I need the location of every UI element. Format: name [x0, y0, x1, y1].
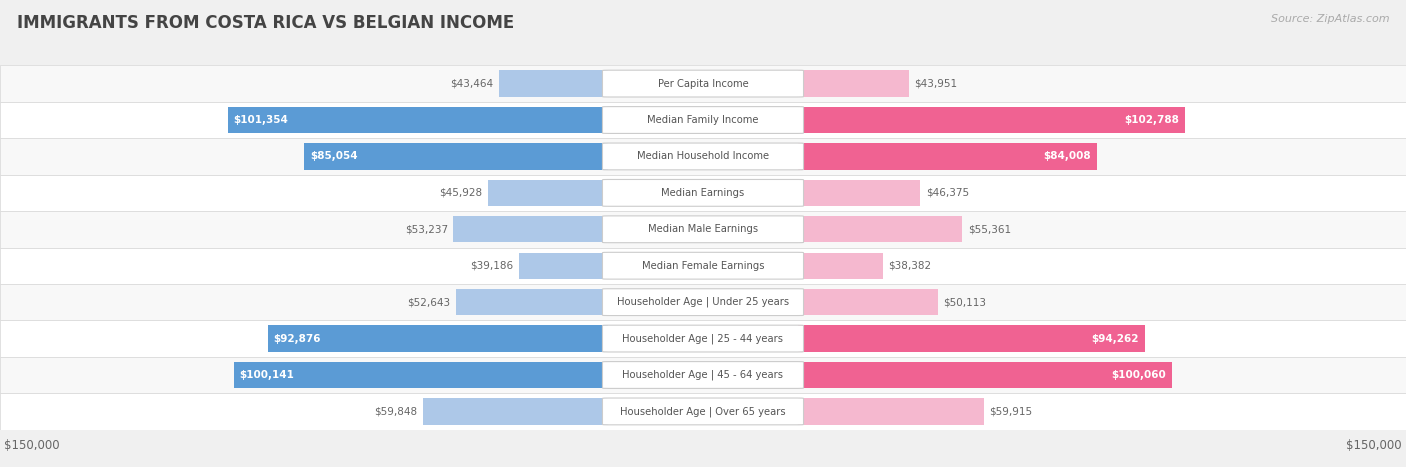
- FancyBboxPatch shape: [603, 252, 804, 279]
- Bar: [267, 325, 609, 352]
- Bar: [228, 107, 609, 133]
- Bar: [519, 253, 607, 279]
- Bar: [0, 284, 1406, 320]
- Text: $43,464: $43,464: [450, 78, 494, 89]
- Bar: [799, 180, 921, 206]
- Text: Per Capita Income: Per Capita Income: [658, 78, 748, 89]
- Text: $102,788: $102,788: [1125, 115, 1180, 125]
- Text: Householder Age | 45 - 64 years: Householder Age | 45 - 64 years: [623, 370, 783, 380]
- Text: $150,000: $150,000: [4, 439, 60, 452]
- Bar: [0, 393, 1406, 430]
- Bar: [799, 253, 883, 279]
- FancyBboxPatch shape: [603, 70, 804, 97]
- Text: $46,375: $46,375: [927, 188, 969, 198]
- Text: Householder Age | Under 25 years: Householder Age | Under 25 years: [617, 297, 789, 307]
- Bar: [0, 138, 1406, 175]
- Bar: [423, 398, 609, 425]
- Bar: [0, 211, 1406, 248]
- Bar: [0, 102, 1406, 138]
- Bar: [304, 143, 609, 170]
- Text: $38,382: $38,382: [889, 261, 932, 271]
- FancyBboxPatch shape: [603, 398, 804, 425]
- Text: $85,054: $85,054: [309, 151, 357, 162]
- Bar: [799, 398, 984, 425]
- FancyBboxPatch shape: [603, 289, 804, 316]
- Text: $50,113: $50,113: [943, 297, 987, 307]
- Bar: [499, 71, 609, 97]
- Text: $150,000: $150,000: [1346, 439, 1402, 452]
- FancyBboxPatch shape: [603, 216, 804, 243]
- Bar: [799, 362, 1173, 388]
- Text: $59,848: $59,848: [374, 406, 418, 417]
- Bar: [0, 248, 1406, 284]
- Bar: [799, 143, 1097, 170]
- Bar: [799, 216, 963, 242]
- Text: $94,262: $94,262: [1091, 333, 1139, 344]
- Legend: Immigrants from Costa Rica, Belgian: Immigrants from Costa Rica, Belgian: [555, 466, 851, 467]
- Text: Median Male Earnings: Median Male Earnings: [648, 224, 758, 234]
- Text: $101,354: $101,354: [233, 115, 288, 125]
- Bar: [488, 180, 609, 206]
- Text: $45,928: $45,928: [439, 188, 482, 198]
- Bar: [0, 65, 1406, 102]
- Bar: [454, 216, 609, 242]
- Text: $100,060: $100,060: [1112, 370, 1167, 380]
- FancyBboxPatch shape: [603, 106, 804, 134]
- Text: $39,186: $39,186: [471, 261, 513, 271]
- Text: $52,643: $52,643: [408, 297, 451, 307]
- Bar: [0, 320, 1406, 357]
- Bar: [799, 325, 1144, 352]
- FancyBboxPatch shape: [603, 325, 804, 352]
- Text: $100,141: $100,141: [239, 370, 294, 380]
- Text: Median Female Earnings: Median Female Earnings: [641, 261, 765, 271]
- FancyBboxPatch shape: [603, 361, 804, 389]
- Bar: [0, 175, 1406, 211]
- Text: $55,361: $55,361: [969, 224, 1011, 234]
- Text: $53,237: $53,237: [405, 224, 449, 234]
- Text: $43,951: $43,951: [915, 78, 957, 89]
- Bar: [799, 71, 910, 97]
- Text: Median Family Income: Median Family Income: [647, 115, 759, 125]
- Text: Householder Age | Over 65 years: Householder Age | Over 65 years: [620, 406, 786, 417]
- FancyBboxPatch shape: [603, 179, 804, 206]
- Bar: [799, 289, 938, 315]
- Bar: [233, 362, 609, 388]
- Text: Householder Age | 25 - 44 years: Householder Age | 25 - 44 years: [623, 333, 783, 344]
- Text: Median Earnings: Median Earnings: [661, 188, 745, 198]
- Text: Median Household Income: Median Household Income: [637, 151, 769, 162]
- Text: $84,008: $84,008: [1043, 151, 1091, 162]
- Bar: [0, 357, 1406, 393]
- FancyBboxPatch shape: [603, 143, 804, 170]
- Text: $59,915: $59,915: [990, 406, 1032, 417]
- Bar: [799, 107, 1185, 133]
- Text: Source: ZipAtlas.com: Source: ZipAtlas.com: [1271, 14, 1389, 24]
- Bar: [457, 289, 609, 315]
- Text: $92,876: $92,876: [273, 333, 321, 344]
- Text: IMMIGRANTS FROM COSTA RICA VS BELGIAN INCOME: IMMIGRANTS FROM COSTA RICA VS BELGIAN IN…: [17, 14, 515, 32]
